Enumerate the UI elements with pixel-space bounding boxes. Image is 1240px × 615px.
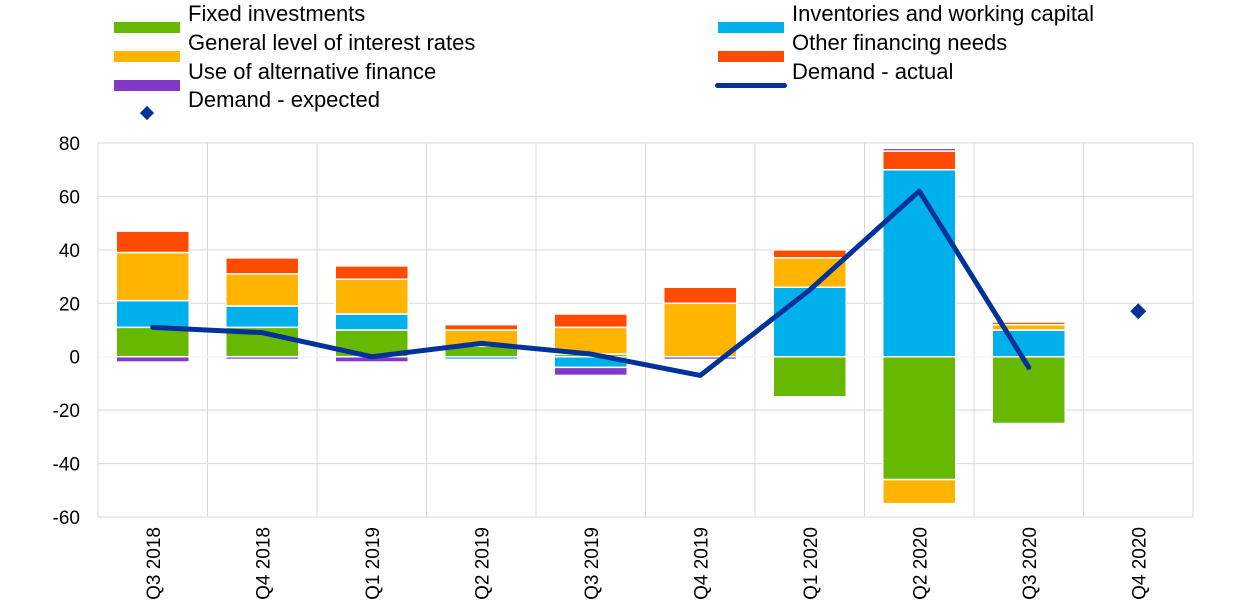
y-tick-label: -60 <box>53 508 80 529</box>
x-tick-label: Q1 2019 <box>363 527 384 600</box>
demand-actual-line-group <box>98 188 1193 378</box>
legend-label-interest-rates: General level of interest rates <box>188 30 476 55</box>
bar-segment-inventories <box>225 305 300 329</box>
bar-segment-inventories <box>772 286 847 358</box>
legend-label-other-financing: Other financing needs <box>792 30 1008 55</box>
legend-label-alternative-finance: Use of alternative finance <box>188 59 437 84</box>
x-tick-label: Q3 2018 <box>144 527 165 600</box>
legend-swatch-fixed-investments <box>114 22 180 33</box>
bar-segment-other <box>553 313 628 329</box>
y-tick-label: 80 <box>59 134 80 155</box>
demand-actual-line <box>150 188 1032 378</box>
bar-segment-fixed <box>115 326 190 358</box>
x-tick-label: Q2 2019 <box>472 527 493 600</box>
bar-segment-interest <box>772 257 847 289</box>
bar-segment-inventories <box>115 299 190 329</box>
bar-segment-other <box>991 321 1066 326</box>
demand-expected-marker <box>1130 303 1147 320</box>
bar-segment-interest <box>334 278 409 315</box>
x-tick-label: Q2 2020 <box>910 527 931 600</box>
y-tick-label: 40 <box>59 241 80 262</box>
bar-segment-inventories <box>334 313 409 331</box>
bar-segment-interest <box>882 478 957 505</box>
bar-segment-fixed <box>772 355 847 398</box>
bar-segment-other <box>115 230 190 254</box>
bar-segment-alternative <box>115 355 190 363</box>
legend-label-fixed-investments: Fixed investments <box>188 1 366 26</box>
legend-swatch-other-financing <box>718 51 784 62</box>
legend-swatch-inventories <box>718 22 784 33</box>
bar-segment-other <box>225 257 300 275</box>
bar-segment-inventories <box>882 168 957 358</box>
legend-line-demand-actual <box>715 83 787 88</box>
chart-legend: Fixed investments Inventories and workin… <box>0 0 1240 135</box>
bar-segment-other <box>882 150 957 171</box>
x-tick-label: Q3 2019 <box>582 527 603 600</box>
bar-segment-fixed <box>882 355 957 481</box>
bar-segment-interest <box>115 251 190 302</box>
x-tick-label: Q4 2018 <box>253 527 274 600</box>
bar-segment-interest <box>663 302 738 358</box>
legend-label-demand-actual: Demand - actual <box>792 59 954 84</box>
bar-segment-other <box>772 249 847 259</box>
legend-label-inventories: Inventories and working capital <box>792 1 1095 26</box>
y-tick-label: 20 <box>59 294 80 315</box>
y-tick-label: 0 <box>69 348 80 369</box>
bar-segment-other <box>663 286 738 305</box>
bar-segment-alternative <box>882 147 957 152</box>
bar-segment-other <box>334 265 409 280</box>
bar-segment-other <box>444 323 519 331</box>
legend-swatch-alternative-finance <box>114 80 180 91</box>
bar-segment-inventories <box>991 329 1066 358</box>
x-tick-label: Q1 2020 <box>801 527 822 600</box>
x-tick-label: Q3 2020 <box>1020 527 1041 600</box>
y-tick-label: -40 <box>53 455 80 476</box>
axes: 80 60 40 20 0 -20 -40 -60 Q3 2018 Q4 2018 Q1 2019 Q… <box>53 134 1151 600</box>
bar-segment-alternative <box>553 366 628 377</box>
x-tick-label: Q4 2020 <box>1129 527 1150 600</box>
legend-label-demand-expected: Demand - expected <box>188 87 380 112</box>
y-tick-label: 60 <box>59 187 80 208</box>
y-tick-label: -20 <box>53 401 80 422</box>
legend-swatch-interest-rates <box>114 51 180 62</box>
bar-segment-interest <box>225 273 300 307</box>
x-tick-label: Q4 2019 <box>691 527 712 600</box>
